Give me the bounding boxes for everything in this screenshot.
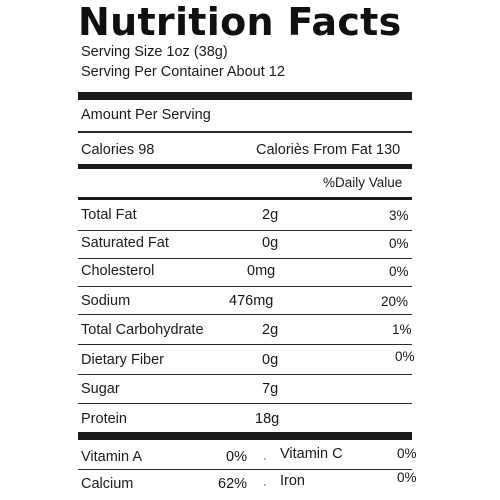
row-divider bbox=[78, 286, 412, 287]
row-divider bbox=[78, 314, 412, 315]
nutrient-name: Protein bbox=[81, 411, 127, 427]
daily-value-header: %Daily Value bbox=[323, 175, 403, 190]
row-divider bbox=[78, 258, 412, 259]
nutrient-name: Cholesterol bbox=[81, 263, 155, 279]
vitamin-name: Calcium bbox=[81, 476, 134, 492]
nutrient-name: Sugar bbox=[81, 381, 120, 397]
nutrient-name: Total Carbohydrate bbox=[81, 322, 204, 338]
nutrient-daily-value: 3% bbox=[389, 208, 409, 223]
nutrient-name: Dietary Fiber bbox=[81, 352, 164, 368]
serving-size: Serving Size 1oz (38g) bbox=[81, 44, 228, 60]
nutrient-daily-value: 0% bbox=[389, 236, 409, 251]
vitamin-name: Vitamin A bbox=[81, 449, 142, 465]
nutrient-amount: 7g bbox=[262, 381, 279, 397]
servings-per-container: Serving Per Container About 12 bbox=[81, 64, 285, 80]
nutrient-amount: 0g bbox=[262, 352, 279, 368]
nutrient-amount: 0mg bbox=[247, 263, 276, 279]
divider bbox=[78, 131, 412, 133]
amount-per-serving: Amount Per Serving bbox=[81, 107, 211, 123]
vitamin-value: 0% bbox=[226, 449, 247, 465]
vitamin-name: Iron bbox=[280, 473, 305, 489]
divider-daily-value bbox=[78, 197, 412, 200]
row-divider bbox=[78, 469, 412, 470]
nutrient-amount: 476mg bbox=[229, 293, 274, 309]
nutrient-name: Saturated Fat bbox=[81, 235, 169, 251]
nutrient-amount: 2g bbox=[262, 207, 279, 223]
nutrient-daily-value: 20% bbox=[381, 294, 409, 309]
row-divider bbox=[78, 403, 412, 404]
row-divider bbox=[78, 230, 412, 231]
vitamin-value: 0% bbox=[397, 470, 417, 485]
separator: · bbox=[263, 477, 267, 491]
label-title: Nutrition Facts bbox=[78, 0, 402, 44]
calories-from-fat: Caloriès From Fat 130 bbox=[256, 142, 401, 158]
separator: · bbox=[263, 451, 267, 465]
nutrient-daily-value: 0% bbox=[389, 264, 409, 279]
vitamin-value: 62% bbox=[218, 476, 248, 492]
nutrient-name: Total Fat bbox=[81, 207, 137, 223]
thick-divider-top bbox=[78, 92, 412, 100]
nutrient-amount: 2g bbox=[262, 322, 279, 338]
nutrient-name: Sodium bbox=[81, 293, 131, 309]
vitamin-value: 0% bbox=[397, 446, 417, 461]
calories: Calories 98 bbox=[81, 142, 155, 158]
nutrient-amount: 0g bbox=[262, 235, 279, 251]
medium-divider bbox=[78, 164, 412, 169]
thick-divider-vitamins bbox=[78, 432, 412, 440]
nutrient-daily-value: 0% bbox=[395, 349, 415, 364]
row-divider bbox=[78, 344, 412, 345]
nutrient-amount: 18g bbox=[255, 411, 280, 427]
vitamin-name: Vitamin C bbox=[280, 446, 343, 462]
row-divider bbox=[78, 374, 412, 375]
nutrient-daily-value: 1% bbox=[392, 322, 412, 337]
